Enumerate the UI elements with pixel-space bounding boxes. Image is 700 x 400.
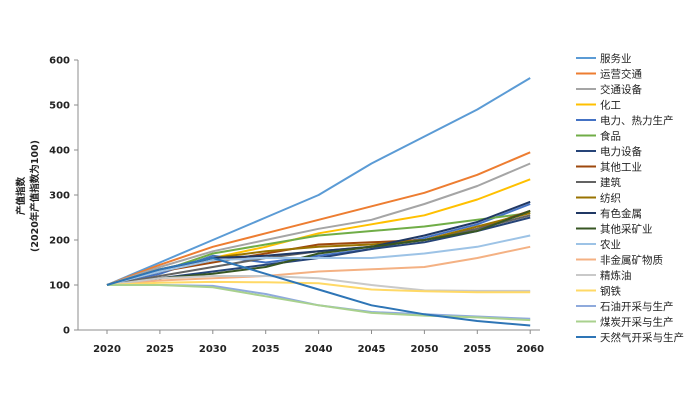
series-line-16 <box>106 280 531 294</box>
y-axis-label: 产值指数 <box>15 177 27 216</box>
y-tick-label: 600 <box>49 56 70 67</box>
y-tick-label: 100 <box>49 281 70 292</box>
legend-item: 有色金属 <box>576 207 642 220</box>
legend-label: 服务业 <box>600 52 632 65</box>
legend-label: 电力、热力生产 <box>600 114 674 127</box>
legend-label: 有色金属 <box>600 207 642 220</box>
x-tick-label: 2060 <box>516 344 544 355</box>
legend-item: 运营交通 <box>576 68 642 81</box>
series-line-1 <box>106 77 531 286</box>
legend-label: 交通设备 <box>600 83 642 96</box>
legend-label: 农业 <box>600 238 621 251</box>
legend-label: 其他采矿业 <box>600 223 653 236</box>
series-line-13 <box>106 234 531 286</box>
series-line-11 <box>106 200 531 286</box>
legend-label: 电力设备 <box>600 145 642 158</box>
series-line-19 <box>106 257 531 327</box>
legend-label: 天然气开采与生产 <box>600 331 684 344</box>
legend-item: 煤炭开采与生产 <box>576 316 674 329</box>
legend-label: 煤炭开采与生产 <box>600 316 674 329</box>
legend-item: 精炼油 <box>576 269 632 282</box>
legend-label: 食品 <box>600 130 621 143</box>
legend-item: 电力、热力生产 <box>576 114 674 127</box>
x-tick-label: 2025 <box>146 344 174 355</box>
y-tick-label: 0 <box>63 326 70 337</box>
legend-label: 其他工业 <box>600 161 642 174</box>
x-tick-label: 2035 <box>252 344 280 355</box>
x-tick-label: 2030 <box>199 344 227 355</box>
legend-item: 农业 <box>576 238 621 251</box>
legend-item: 钢铁 <box>576 285 621 298</box>
legend-item: 交通设备 <box>576 83 642 96</box>
legend-item: 电力设备 <box>576 145 642 158</box>
x-tick-label: 2050 <box>410 344 438 355</box>
series-line-15 <box>106 275 531 292</box>
legend-item: 非金属矿物质 <box>576 254 663 267</box>
legend-item: 服务业 <box>576 52 632 65</box>
legend-label: 纺织 <box>600 192 621 205</box>
x-tick-label: 2055 <box>463 344 491 355</box>
legend-label: 石油开采与生产 <box>600 300 674 313</box>
y-tick-label: 200 <box>49 236 70 247</box>
legend-label: 化工 <box>600 99 621 112</box>
legend-item: 天然气开采与生产 <box>576 331 684 344</box>
legend-label: 非金属矿物质 <box>600 254 663 267</box>
legend-item: 化工 <box>576 99 621 112</box>
x-tick-label: 2020 <box>93 344 121 355</box>
legend-label: 运营交通 <box>600 68 642 81</box>
legend-item: 其他采矿业 <box>576 223 653 236</box>
series-line-2 <box>106 151 531 286</box>
y-axis-sublabel: (2020年产值指数为100) <box>29 140 41 252</box>
legend-label: 钢铁 <box>600 285 621 298</box>
series-line-9 <box>106 214 531 286</box>
x-tick-label: 2045 <box>358 344 386 355</box>
x-tick-label: 2040 <box>305 344 333 355</box>
legend-item: 石油开采与生产 <box>576 300 674 313</box>
y-tick-label: 400 <box>49 146 70 157</box>
legend-label: 精炼油 <box>600 269 632 282</box>
series-line-14 <box>106 245 531 286</box>
legend-item: 纺织 <box>576 192 621 205</box>
y-tick-label: 500 <box>49 101 70 112</box>
legend-label: 建筑 <box>600 176 621 189</box>
legend-item: 其他工业 <box>576 161 642 174</box>
series-line-3 <box>106 162 531 286</box>
y-tick-label: 300 <box>49 191 70 202</box>
legend-item: 食品 <box>576 130 621 143</box>
legend-item: 建筑 <box>576 176 621 189</box>
series-line-18 <box>107 284 531 322</box>
